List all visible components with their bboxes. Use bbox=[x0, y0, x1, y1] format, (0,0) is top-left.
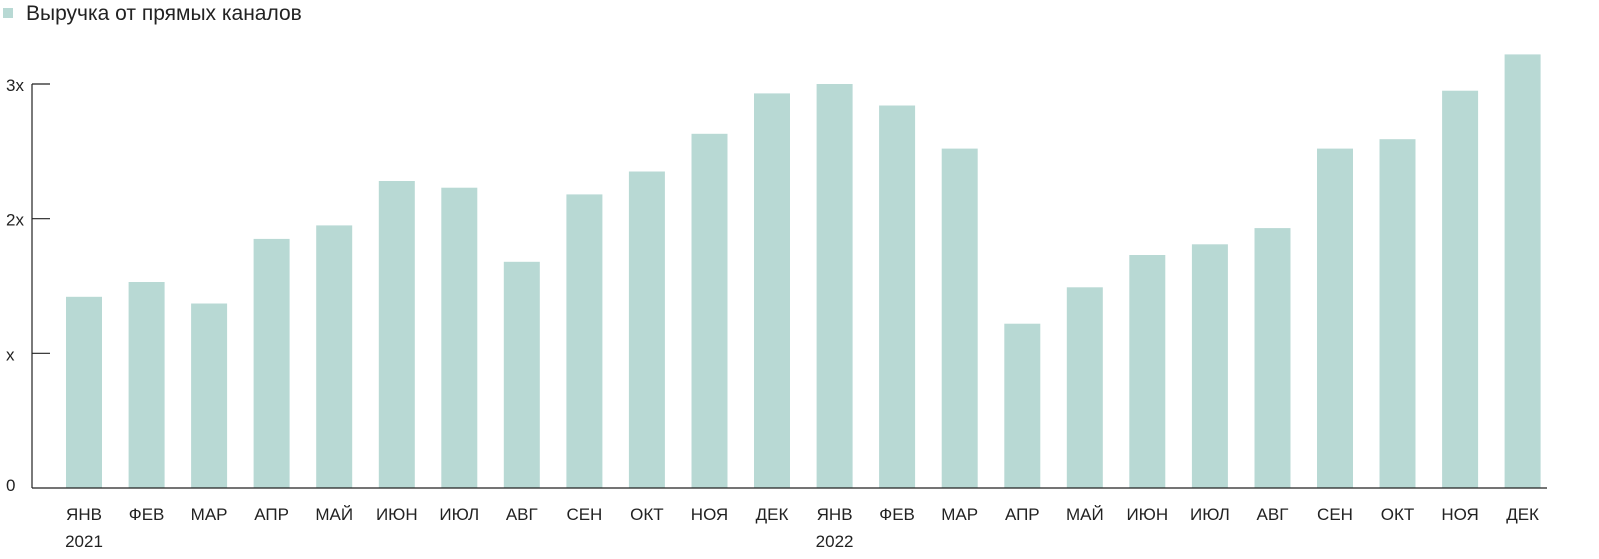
bar-2 bbox=[128, 282, 165, 488]
x-tick-label: МАЙ bbox=[1066, 505, 1104, 524]
bar-14 bbox=[879, 105, 916, 488]
x-tick-label: АПР bbox=[1005, 505, 1040, 524]
x-tick-label: ДЕК bbox=[1506, 505, 1539, 524]
legend-label: Выручка от прямых каналов bbox=[26, 2, 302, 25]
x-tick-label: МАР bbox=[191, 505, 228, 524]
bar-24 bbox=[1504, 54, 1541, 489]
x-tick-label: АВГ bbox=[506, 505, 538, 524]
bar-19 bbox=[1191, 244, 1228, 488]
bar-17 bbox=[1066, 287, 1103, 488]
x-tick-label: ЯНВ bbox=[66, 505, 102, 524]
x-tick-label: ОКТ bbox=[630, 505, 664, 524]
x-year-label: 2021 bbox=[65, 532, 103, 551]
bar-12 bbox=[754, 93, 790, 489]
bar-13 bbox=[816, 84, 853, 488]
bar-3 bbox=[191, 303, 228, 488]
x-tick-label: ОКТ bbox=[1381, 505, 1415, 524]
y-tick-label: 2x bbox=[6, 211, 24, 230]
x-year-label: 2022 bbox=[816, 532, 854, 551]
x-tick-label: ФЕВ bbox=[879, 505, 915, 524]
bar-5 bbox=[316, 225, 353, 488]
x-tick-label: ФЕВ bbox=[129, 505, 165, 524]
x-tick-label: СЕН bbox=[566, 505, 602, 524]
x-tick-label: ЯНВ bbox=[817, 505, 853, 524]
x-tick-label: АПР bbox=[254, 505, 289, 524]
legend-swatch bbox=[3, 8, 13, 18]
bar-4 bbox=[253, 238, 290, 488]
x-tick-label: МАЙ bbox=[315, 505, 353, 524]
bar-8 bbox=[503, 261, 540, 488]
bar-10 bbox=[628, 171, 665, 488]
x-tick-label: НОЯ bbox=[691, 505, 728, 524]
bar-18 bbox=[1129, 255, 1166, 488]
x-tick-label: ДЕК bbox=[756, 505, 789, 524]
x-tick-label: МАР bbox=[941, 505, 978, 524]
bar-6 bbox=[378, 181, 415, 488]
y-tick-label: x bbox=[6, 345, 15, 364]
bar-1 bbox=[66, 296, 102, 488]
y-tick-label: 0 bbox=[6, 476, 15, 495]
bar-9 bbox=[566, 194, 603, 488]
bar-22 bbox=[1379, 139, 1416, 488]
bar-21 bbox=[1317, 148, 1353, 488]
bar-15 bbox=[941, 148, 978, 488]
bar-11 bbox=[691, 133, 728, 489]
y-tick-label: 3x bbox=[6, 76, 24, 95]
bar-16 bbox=[1004, 323, 1041, 488]
x-tick-label: ИЮН bbox=[1126, 505, 1168, 524]
bar-7 bbox=[441, 187, 478, 488]
bar-20 bbox=[1254, 228, 1291, 488]
x-tick-label: СЕН bbox=[1317, 505, 1353, 524]
bar-23 bbox=[1442, 90, 1479, 488]
x-tick-label: НОЯ bbox=[1441, 505, 1478, 524]
x-tick-label: ИЮЛ bbox=[439, 505, 479, 524]
x-tick-label: ИЮН bbox=[376, 505, 418, 524]
x-tick-label: ИЮЛ bbox=[1190, 505, 1230, 524]
x-tick-label: АВГ bbox=[1257, 505, 1289, 524]
